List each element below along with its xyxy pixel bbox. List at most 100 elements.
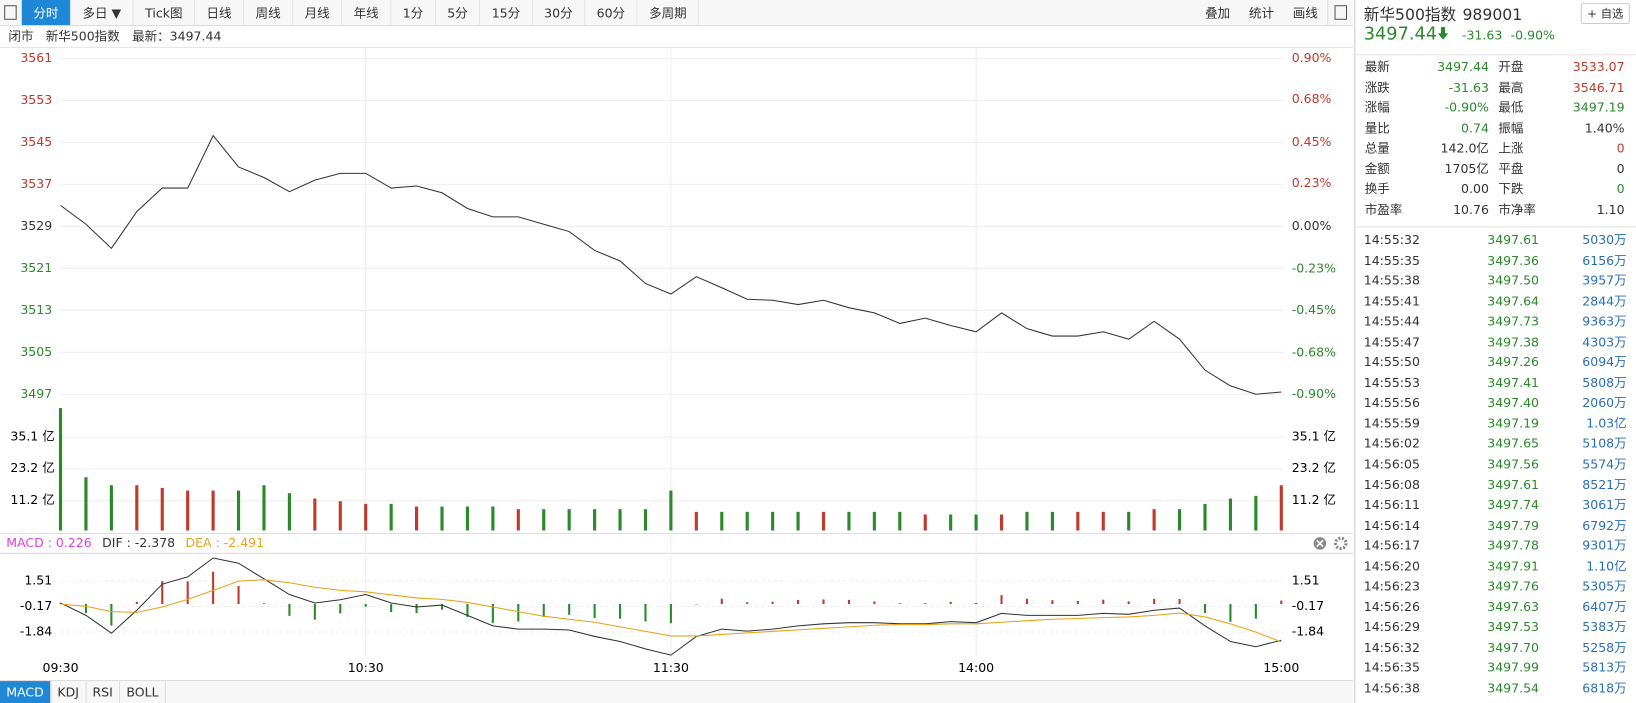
trade-price: 3497.61 <box>1487 232 1540 248</box>
watch-button[interactable]: + 自选 <box>1581 3 1630 24</box>
tool-button[interactable]: 叠加 <box>1205 5 1231 21</box>
period-button[interactable]: 月线 <box>293 0 343 26</box>
period-buttons: 分时 多日 ▼ Tick图 日线 周线 月线 年线 1分 5分 15分 30分 60分 多周期 <box>21 0 700 26</box>
y-tick-label: 3513 <box>20 302 52 317</box>
indicator-tab[interactable]: RSI <box>86 681 121 703</box>
index-name: 新华500指数 <box>1363 5 1457 24</box>
period-button[interactable]: 周线 <box>244 0 294 26</box>
macd-bar <box>1254 603 1257 619</box>
trade-time: 14:56:14 <box>1363 518 1420 533</box>
volume-bar <box>1254 495 1258 531</box>
trade-row: 14:56:38 3497.54 6818万 <box>1355 679 1636 699</box>
macd-bar <box>695 603 698 605</box>
trade-volume: 5258万 <box>1582 640 1627 655</box>
stat-value: 3497.19 <box>1572 100 1625 115</box>
period-button[interactable]: 日线 <box>195 0 245 26</box>
tool-button[interactable]: 画线 <box>1292 5 1318 21</box>
volume-bar <box>84 477 88 531</box>
volume-bar <box>872 511 876 531</box>
period-button[interactable]: Tick图 <box>134 0 196 26</box>
y-tick-label: 3497 <box>20 386 52 401</box>
trade-time: 14:55:50 <box>1363 354 1420 370</box>
volume-bar <box>1050 511 1054 531</box>
y2-tick-label: 0.23% <box>1292 175 1332 190</box>
trade-price: 3497.73 <box>1487 314 1540 329</box>
trade-volume: 6156万 <box>1582 252 1627 268</box>
y-tick-label: 3505 <box>20 344 52 359</box>
panel-toggle[interactable] <box>1327 0 1353 26</box>
period-button[interactable]: 多日 ▼ <box>71 0 134 26</box>
tool-buttons: 叠加 统计 画线 <box>1196 0 1328 25</box>
down-arrow <box>1438 27 1449 40</box>
trade-volume: 5383万 <box>1582 619 1627 635</box>
macd-bar <box>1153 598 1156 604</box>
trade-volume: 8521万 <box>1582 477 1627 492</box>
macd-bar <box>568 603 571 615</box>
volume-bar <box>262 485 266 531</box>
macd-bar <box>542 603 545 617</box>
macd-bar <box>644 603 647 622</box>
indicator-tab[interactable]: MACD <box>0 681 52 703</box>
volume-bar <box>745 511 749 531</box>
volume-bar <box>236 490 241 531</box>
volume-bar <box>364 503 368 531</box>
macd-bar <box>313 603 316 620</box>
macd-bar <box>390 603 393 613</box>
trade-time: 14:55:59 <box>1363 416 1420 431</box>
stat-value: 142.0亿 <box>1440 140 1489 156</box>
y-tick-label: 35.1 亿 <box>10 429 54 444</box>
stats-grid: 最新 3497.44 开盘 3533.07 涨跌 -31.63 最高 3546.71 涨幅 -0.… <box>1355 54 1636 228</box>
trade-price: 3497.50 <box>1487 273 1540 288</box>
stat-label: 最低 <box>1498 100 1524 115</box>
trade-time: 14:55:44 <box>1363 314 1420 329</box>
stat-value: 0 <box>1616 161 1625 176</box>
trade-volume: 6407万 <box>1582 599 1627 615</box>
period-button[interactable]: 30分 <box>533 0 586 26</box>
period-button[interactable]: 分时 <box>21 0 71 26</box>
y-tick-label: 3561 <box>20 50 52 65</box>
trade-time: 14:56:02 <box>1363 436 1420 452</box>
tool-button[interactable]: 统计 <box>1248 5 1274 21</box>
trade-time: 14:56:29 <box>1363 619 1420 635</box>
period-button[interactable]: 15分 <box>480 0 533 26</box>
macd-bar <box>1229 603 1232 622</box>
macd-bar <box>822 599 825 604</box>
x-tick-label: 15:00 <box>1263 660 1299 675</box>
volume-bar <box>440 506 444 531</box>
macd-bar <box>1280 600 1283 604</box>
y2-tick-label: -0.68% <box>1292 345 1336 360</box>
stat-value: -31.63 <box>1448 79 1489 95</box>
macd-bar <box>440 603 444 610</box>
macd-bar <box>1203 603 1207 613</box>
trade-volume: 2844万 <box>1582 293 1627 309</box>
trade-price: 3497.70 <box>1487 640 1540 655</box>
macd-bar <box>949 601 952 604</box>
trade-volume: 3957万 <box>1582 273 1627 288</box>
indicator-tab[interactable]: BOLL <box>120 681 166 703</box>
sidebar-toggle[interactable] <box>0 0 22 26</box>
trade-volume: 4303万 <box>1582 334 1627 350</box>
period-button[interactable]: 60分 <box>585 0 638 26</box>
volume-bar <box>1025 511 1029 531</box>
indicator-line <box>60 557 1282 656</box>
trade-row: 14:55:35 3497.36 6156万 <box>1355 251 1636 271</box>
trade-volume: 1.03亿 <box>1586 416 1627 431</box>
trade-price: 3497.40 <box>1487 395 1540 411</box>
trade-price: 3497.19 <box>1487 416 1540 431</box>
settings-icon[interactable] <box>1333 536 1348 551</box>
stat-label: 上涨 <box>1498 140 1524 156</box>
trade-price: 3497.54 <box>1487 681 1540 696</box>
percent: -0.90% <box>1510 28 1555 43</box>
volume-bar <box>1177 509 1182 531</box>
volume-bar <box>618 509 622 531</box>
trade-row: 14:55:53 3497.41 5808万 <box>1355 373 1636 393</box>
indicator-tab[interactable]: KDJ <box>51 681 87 703</box>
period-button[interactable]: 年线 <box>342 0 392 26</box>
period-button[interactable]: 多周期 <box>638 0 700 26</box>
trade-price: 3497.36 <box>1487 252 1540 268</box>
period-button[interactable]: 5分 <box>436 0 481 26</box>
trade-row: 14:55:44 3497.73 9363万 <box>1355 312 1636 332</box>
volume-bar <box>1101 511 1105 531</box>
period-button[interactable]: 1分 <box>391 0 436 26</box>
